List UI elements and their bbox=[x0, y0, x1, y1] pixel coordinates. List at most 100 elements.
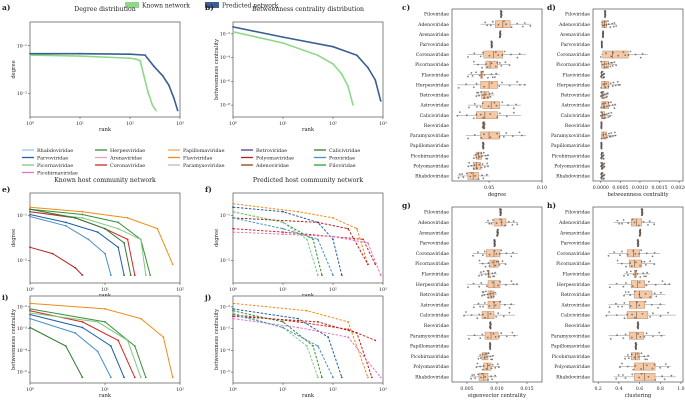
box-point-h bbox=[649, 296, 651, 298]
box-point-c bbox=[512, 111, 515, 114]
box-point-h bbox=[632, 250, 635, 252]
series-point-i bbox=[104, 321, 106, 323]
box-point-d bbox=[600, 60, 602, 63]
box-point-c bbox=[473, 134, 476, 136]
box-point-c bbox=[523, 84, 526, 86]
series-point-i bbox=[81, 321, 84, 323]
box-point-d bbox=[602, 30, 604, 33]
series-point-i bbox=[96, 321, 99, 323]
series-point-a bbox=[129, 57, 131, 60]
series-point-i bbox=[104, 308, 106, 310]
box-point-g bbox=[470, 314, 473, 316]
box-point-c bbox=[489, 136, 492, 139]
box-point-c bbox=[501, 54, 504, 56]
panel-g-category-label: Retroviridae bbox=[420, 292, 449, 298]
box-point-g bbox=[477, 357, 480, 360]
series-point-j bbox=[306, 309, 308, 312]
box-point-c bbox=[471, 75, 474, 77]
panel-h-category-label: Polyomaviridae bbox=[554, 364, 590, 370]
series-point-a bbox=[29, 54, 31, 56]
panel-d-category-label: Picornaviridae bbox=[556, 62, 590, 68]
panel-h-xlabel: clustering bbox=[625, 393, 652, 399]
panel-j-ytick-label: 10⁻² bbox=[220, 304, 230, 310]
box-g-coronaviridae bbox=[485, 249, 501, 258]
series-point-j bbox=[232, 308, 234, 310]
panel-a-xlabel: rank bbox=[99, 127, 112, 133]
series-point-j bbox=[332, 376, 334, 379]
panel-g-category-label: Picornaviridae bbox=[415, 261, 449, 267]
box-point-d bbox=[603, 106, 606, 108]
box-point-g bbox=[478, 259, 481, 262]
box-point-g bbox=[476, 317, 479, 320]
box-point-h bbox=[644, 358, 647, 361]
series-point-e bbox=[64, 224, 67, 227]
box-point-h bbox=[643, 260, 646, 263]
box-point-c bbox=[488, 54, 491, 57]
box-point-g bbox=[492, 332, 495, 335]
box-point-c bbox=[473, 60, 475, 63]
box-point-h bbox=[639, 336, 642, 338]
panel-a-letter: a) bbox=[2, 3, 10, 12]
box-point-d bbox=[611, 65, 614, 67]
panel-d-xlabel: betweenness centrality bbox=[607, 192, 668, 198]
box-d-paramyxoviridae bbox=[601, 131, 607, 140]
box-point-g bbox=[498, 264, 501, 266]
box-point-c bbox=[521, 25, 524, 28]
panel-d-category-label: Paramyxoviridae bbox=[551, 133, 590, 139]
box-point-c bbox=[487, 105, 490, 108]
box-point-d bbox=[600, 41, 603, 43]
box-point-c bbox=[478, 74, 481, 77]
series-point-j bbox=[317, 345, 319, 347]
box-point-g bbox=[487, 262, 490, 264]
panel-e-ylabel: degree bbox=[11, 229, 17, 247]
series-point-b bbox=[374, 79, 377, 81]
box-point-c bbox=[469, 175, 472, 178]
box-point-d bbox=[601, 152, 604, 155]
box-point-d bbox=[617, 54, 620, 57]
series-point-j bbox=[347, 328, 349, 331]
box-point-d bbox=[606, 113, 608, 115]
box-point-d bbox=[603, 76, 606, 79]
box-point-d bbox=[604, 102, 607, 105]
panel-h-category-label: Astroviridae bbox=[560, 302, 590, 308]
box-point-g bbox=[493, 275, 496, 278]
series-point-j bbox=[232, 309, 234, 312]
box-point-h bbox=[647, 354, 649, 357]
box-point-d bbox=[609, 115, 611, 118]
box-point-c bbox=[473, 52, 476, 55]
box-point-c bbox=[478, 94, 480, 97]
box-point-c bbox=[482, 70, 484, 73]
panel-c-category-label: Herpesviridae bbox=[416, 82, 449, 88]
box-point-h bbox=[645, 284, 648, 287]
box-point-g bbox=[512, 251, 514, 254]
legend-family-label: Retroviridae bbox=[256, 148, 287, 154]
box-point-g bbox=[488, 222, 491, 225]
series-point-f bbox=[367, 242, 369, 244]
panel-g-category-label: Picobirnaviridae bbox=[411, 354, 450, 360]
box-point-d bbox=[602, 103, 604, 105]
box-point-h bbox=[615, 282, 618, 285]
series-point-j bbox=[356, 332, 358, 334]
box-point-c bbox=[519, 84, 521, 86]
series-point-f bbox=[232, 227, 234, 230]
series-point-j bbox=[232, 313, 234, 316]
panel-d-category-label: Adenoviridae bbox=[558, 22, 590, 28]
series-point-i bbox=[29, 317, 31, 320]
box-point-g bbox=[479, 354, 482, 356]
box-point-c bbox=[479, 113, 482, 116]
box-point-c bbox=[499, 61, 501, 64]
panel-c-category-label: Flaviviridae bbox=[421, 72, 449, 78]
box-point-h bbox=[646, 358, 648, 361]
box-point-h bbox=[652, 312, 654, 315]
box-point-c bbox=[523, 22, 526, 24]
panel-f-ylabel: degree bbox=[214, 229, 220, 247]
box-h-polyomaviridae bbox=[634, 362, 656, 371]
box-point-h bbox=[626, 253, 629, 256]
series-point-f bbox=[232, 206, 234, 209]
box-point-d bbox=[613, 22, 616, 24]
box-point-g bbox=[491, 358, 494, 361]
box-point-h bbox=[660, 291, 662, 294]
series-point-e bbox=[81, 213, 84, 216]
box-point-d bbox=[607, 116, 610, 118]
box-point-g bbox=[474, 377, 476, 379]
